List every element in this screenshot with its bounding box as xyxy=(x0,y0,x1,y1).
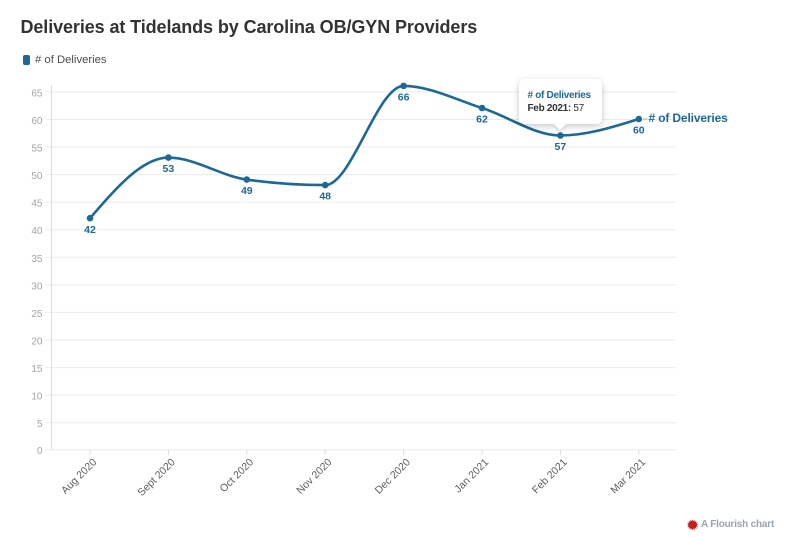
svg-text:Nov 2020: Nov 2020 xyxy=(294,456,334,496)
svg-text:Jan 2021: Jan 2021 xyxy=(452,456,491,495)
svg-text:Oct 2020: Oct 2020 xyxy=(217,456,256,495)
svg-text:60: 60 xyxy=(31,116,43,127)
svg-text:# of Deliveries: # of Deliveries xyxy=(649,111,729,125)
svg-text:Mar 2021: Mar 2021 xyxy=(608,456,648,496)
svg-text:62: 62 xyxy=(476,114,488,126)
svg-text:53: 53 xyxy=(163,163,175,175)
svg-text:60: 60 xyxy=(633,125,645,137)
svg-text:65: 65 xyxy=(31,88,43,99)
svg-text:15: 15 xyxy=(31,364,43,375)
svg-text:Aug 2020: Aug 2020 xyxy=(59,456,99,496)
svg-text:45: 45 xyxy=(31,199,43,210)
svg-text:42: 42 xyxy=(84,224,96,236)
svg-text:25: 25 xyxy=(31,309,43,320)
svg-text:40: 40 xyxy=(31,226,43,237)
svg-text:Dec 2020: Dec 2020 xyxy=(373,456,413,496)
svg-text:5: 5 xyxy=(37,419,43,430)
svg-text:57: 57 xyxy=(555,141,567,153)
svg-text:50: 50 xyxy=(31,171,43,182)
svg-text:10: 10 xyxy=(31,392,43,403)
svg-text:55: 55 xyxy=(31,144,43,155)
svg-text:66: 66 xyxy=(398,92,410,104)
svg-text:35: 35 xyxy=(31,254,43,265)
svg-text:Feb 2021: Feb 2021 xyxy=(530,456,570,496)
svg-text:30: 30 xyxy=(31,281,43,292)
svg-text:49: 49 xyxy=(241,185,253,197)
svg-text:Sept 2020: Sept 2020 xyxy=(135,456,177,498)
svg-text:20: 20 xyxy=(31,337,43,348)
svg-text:48: 48 xyxy=(319,191,331,203)
svg-text:0: 0 xyxy=(37,446,43,457)
